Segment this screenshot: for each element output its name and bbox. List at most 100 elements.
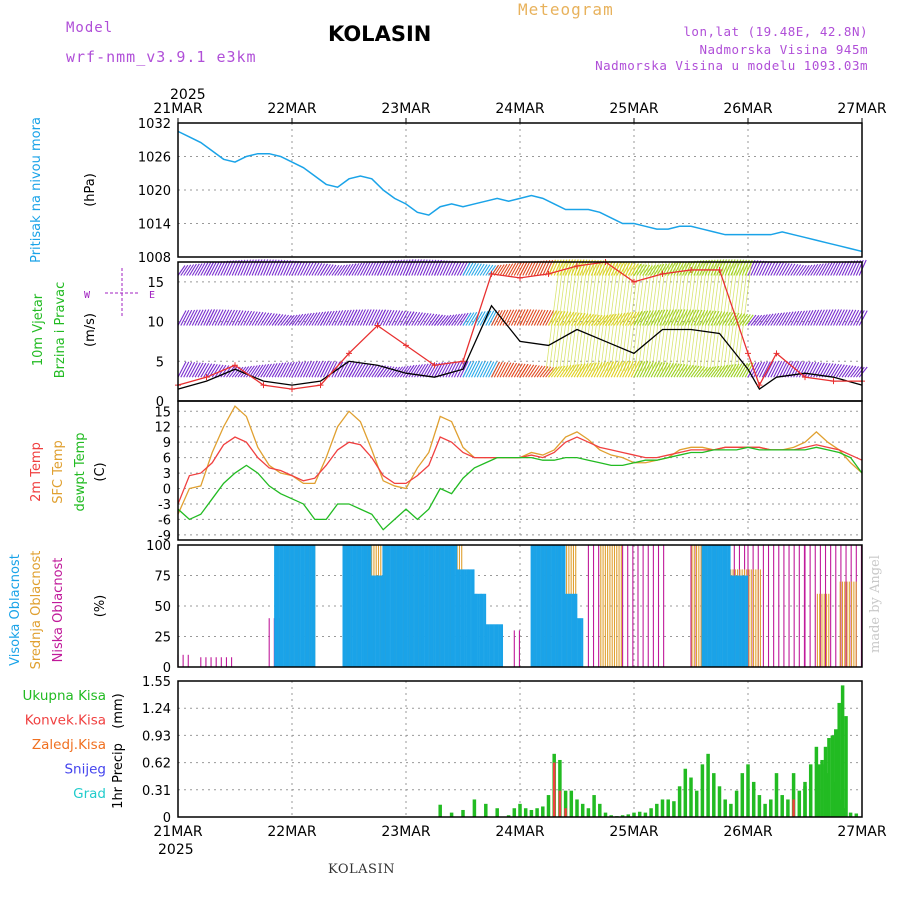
precip-bar-total (660, 799, 665, 817)
wind-barb-segment (747, 360, 783, 378)
date-label-bottom: 21MAR (153, 824, 202, 840)
wind-gust-marker (688, 266, 694, 273)
precip-axis-title: 1hr Precip (111, 743, 126, 809)
date-label-top: 22MAR (267, 101, 316, 117)
wind-barb-segment (177, 309, 215, 326)
precip-legend-4: Grad (73, 786, 106, 802)
dewpt-line (177, 446, 863, 531)
wind-speed-line (177, 304, 863, 391)
precip-bar-total (438, 804, 442, 817)
wind-barb-segment (690, 365, 726, 378)
temp-tick-label: -3 (158, 498, 171, 513)
wind-tick-label: 5 (156, 355, 164, 370)
precip-tick-label: 1.24 (142, 702, 171, 717)
cloud-tick-label: 50 (154, 600, 171, 615)
wind-gust-marker (773, 350, 780, 357)
wind-axis-title: 10m Vjetar (31, 293, 46, 366)
precip-bar-total (723, 799, 727, 817)
wind-gust-marker (802, 374, 808, 381)
wind-tick-label: 0 (156, 395, 164, 410)
precip-bar-total (786, 799, 790, 817)
precip-bar-total (506, 815, 511, 817)
elevation-label: Nadmorska Visina 945m (699, 42, 868, 57)
precip-tick-label: 0.93 (142, 729, 171, 744)
mid-cloud-axis-title: Srednja Oblacnost (29, 551, 44, 670)
pressure-tick-label: 1014 (138, 218, 171, 233)
precip-bar-total (643, 812, 648, 817)
precip-bar-total (529, 809, 534, 817)
station-title: KOLASIN (328, 22, 432, 46)
precip-bar-total (689, 777, 693, 817)
wind-barb-segment (405, 259, 443, 276)
precip-bar-total (603, 812, 608, 817)
wind-barb-segment (776, 262, 810, 276)
year-label-bottom: 2025 (158, 842, 194, 858)
date-label-bottom: 26MAR (723, 824, 772, 840)
wind-barb-segment (206, 309, 241, 326)
wind-band-0 (177, 259, 867, 276)
precip-bar-total (626, 814, 631, 817)
precip-bar-total (840, 685, 845, 817)
wind-band-1 (177, 309, 868, 326)
precip-bar-total (791, 773, 796, 817)
dewpt-axis-title: dewpt Temp (73, 432, 88, 511)
pressure-tick-label: 1026 (138, 151, 171, 166)
date-label-top: 25MAR (609, 101, 658, 117)
wind-barb-segment (348, 362, 386, 378)
wind-dir-east: E (149, 290, 155, 301)
wind-barb-segment (833, 309, 868, 326)
wind-gust-marker (659, 270, 666, 277)
precip-tick-label: 0.62 (142, 757, 171, 772)
wind-gust-marker (431, 362, 438, 369)
wind-gust-marker (317, 382, 324, 389)
precip-bar-total (586, 808, 591, 817)
wind-barb-segment (320, 361, 358, 378)
precip-bar-total (449, 812, 454, 817)
wind-barb-segment (177, 361, 215, 378)
precip-bar-total (803, 781, 807, 817)
wind-barb-segment (776, 310, 811, 326)
precip-bar-total (495, 808, 499, 817)
wind-barb-segment (234, 310, 270, 326)
pressure-tick-label: 1008 (138, 251, 171, 266)
precip-bar-total (484, 803, 488, 817)
wind-barb-segment (519, 363, 557, 378)
precip-bar-total (814, 746, 819, 817)
temp-tick-label: 0 (163, 483, 171, 498)
wind-dir-west: W (84, 290, 91, 301)
precip-bar-total (717, 786, 722, 817)
date-label-top: 27MAR (837, 101, 886, 117)
wind-gust-marker (716, 266, 723, 273)
high-cloud-axis-title: Visoka Oblacnost (8, 554, 23, 666)
precip-bar-total (666, 799, 670, 817)
model-elevation-label: Nadmorska Visina u modelu 1093.03m (595, 58, 868, 73)
precip-bar-total (820, 759, 824, 817)
wind-barb-segment (747, 259, 782, 276)
precip-bar-total (569, 790, 574, 817)
precip-bar-convective (564, 808, 567, 817)
panel-frame-4 (177, 680, 863, 818)
precip-legend-3: Snijeg (64, 762, 106, 778)
wind-barb-segment (263, 361, 298, 378)
precip-bar-total (546, 795, 551, 817)
precip-bar-total (854, 813, 859, 817)
wind-direction-legend (105, 268, 139, 316)
wind-gust-marker (374, 322, 381, 329)
precip-bar-total (751, 781, 756, 817)
wind-barb-segment (491, 261, 528, 276)
precip-bar-total (523, 808, 528, 817)
precip-bar-total (700, 764, 705, 817)
footer-station: KOLASIN (328, 862, 395, 877)
precip-bar-total (512, 808, 517, 817)
wind-gust-line (177, 261, 862, 390)
strong-wind-hatch (545, 261, 752, 372)
wind-gust-marker (745, 350, 751, 357)
wind-barb-segment (348, 309, 386, 326)
precip-bar-total (472, 799, 477, 817)
wind-gust-marker (460, 358, 466, 365)
wind-barb-segment (804, 261, 839, 276)
precip-bar-total (598, 803, 602, 817)
precip-bar-total (827, 738, 831, 817)
cloud-tick-label: 25 (154, 631, 171, 646)
